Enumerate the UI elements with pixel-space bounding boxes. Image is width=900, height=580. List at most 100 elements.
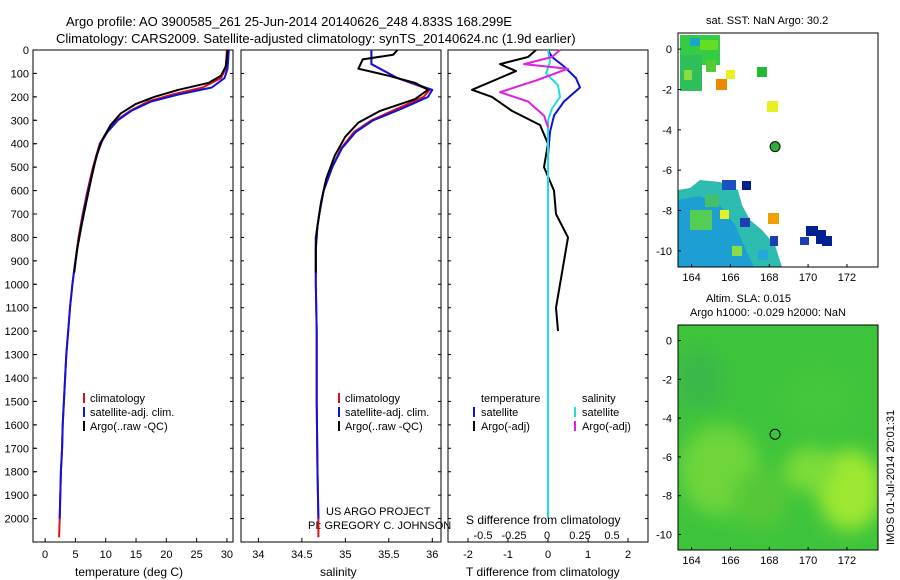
legend-label-climatology: climatology [345, 393, 401, 405]
x-tick-label: 2 [625, 549, 631, 561]
sst-patch [816, 230, 826, 244]
map-y-tick-label: -10 [656, 246, 672, 258]
sst-patch [720, 210, 729, 219]
legend-label-satadj: satellite-adj. clim. [90, 407, 174, 419]
top-tick-label: -0.25 [501, 530, 526, 542]
series-line-satellite-adj-clim- [314, 50, 434, 519]
map-x-tick-label: 172 [838, 555, 856, 567]
y-tick-label: 1500 [5, 396, 29, 408]
series-line-satellite-adj-clim- [58, 49, 230, 519]
top-tick-label: 0.25 [569, 530, 590, 542]
series-line-argo-raw-qc- [73, 49, 229, 273]
y-tick-label: 700 [11, 209, 29, 221]
legend-label-s-argo: Argo(-adj) [582, 421, 631, 433]
map-y-tick-label: -4 [662, 413, 672, 425]
map-x-tick-label: 164 [682, 272, 700, 284]
map-x-tick-label: 166 [721, 555, 739, 567]
x-tick-label: 25 [191, 549, 203, 561]
sla-patch [784, 448, 836, 492]
sst-patch [758, 250, 768, 260]
sst-map-title: sat. SST: NaN Argo: 30.2 [706, 15, 828, 27]
sla-map-title1: Altim. SLA: 0.015 [706, 293, 791, 305]
legend-label-temperature: temperature [481, 393, 540, 405]
credit-line1: US ARGO PROJECT [326, 506, 431, 518]
difference-chart: -2 -1 0 1 2 -0.5 -0.25 0 0.25 0.5 [448, 49, 648, 561]
x-tick-label: 34 [252, 549, 264, 561]
sst-map-frame [677, 32, 879, 268]
y-tick-label: 1100 [5, 303, 29, 315]
x-tick-label: 15 [130, 549, 142, 561]
temperature-chart: 0 5 10 15 20 25 30 [33, 49, 233, 561]
legend-label-salinity: salinity [582, 393, 616, 405]
x-tick-label: 34.5 [291, 549, 312, 561]
y-tick-label: 0 [23, 45, 29, 57]
y-tick-label: 900 [11, 256, 29, 268]
x-tick-label: 30 [221, 549, 233, 561]
series-line-argo-raw-qc- [314, 49, 429, 273]
sst-patch [690, 38, 700, 46]
y-tick-label: 800 [11, 232, 29, 244]
difference-legend: temperature satellite Argo(-adj) salinit… [473, 393, 631, 433]
series-line-temperature-argo-adj- [471, 49, 569, 332]
x-tick-label: 20 [160, 549, 172, 561]
sst-map-axes: 164 166 168 170 172 0 -2 -4 -6 -8 -10 [656, 44, 856, 284]
sla-map-axes: 164 166 168 170 172 0 -2 -4 -6 -8 -10 [656, 336, 856, 567]
sst-patch [800, 237, 809, 245]
top-tick-label: -0.5 [474, 530, 493, 542]
sst-patch [806, 226, 818, 236]
sla-argo-marker [769, 428, 781, 440]
header-line2: Climatology: CARS2009. Satellite-adjuste… [56, 31, 576, 46]
legend-label-argo: Argo(..raw -QC) [90, 421, 168, 433]
sla-map-field [678, 325, 878, 550]
salinity-legend: climatology satellite-adj. clim. Argo(..… [338, 393, 429, 433]
map-x-tick-label: 166 [721, 272, 739, 284]
sla-map-title2: Argo h1000: -0.029 h2000: NaN [690, 307, 846, 319]
x-tick-label: 5 [72, 549, 78, 561]
x-tick-label: 0 [545, 549, 551, 561]
sst-patch [742, 181, 751, 190]
y-tick-label: 400 [11, 139, 29, 151]
x-tick-label: 10 [100, 549, 112, 561]
x-tick-label: -1 [503, 549, 513, 561]
sla-patch [785, 370, 855, 430]
sst-patch [690, 210, 712, 230]
map-y-tick-label: 0 [666, 44, 672, 56]
legend-label-climatology: climatology [90, 393, 146, 405]
x-tick-label: 35.5 [378, 549, 399, 561]
y-tick-label: 1900 [5, 490, 29, 502]
legend-label-satadj: satellite-adj. clim. [345, 407, 429, 419]
temperature-xlabel: temperature (deg C) [75, 565, 183, 579]
series-line-salinity-argo-adj- [499, 49, 569, 128]
map-x-tick-label: 168 [760, 272, 778, 284]
y-tick-label: 1000 [5, 279, 29, 291]
y-tick-label: 1800 [5, 467, 29, 479]
x-tick-label: 35 [339, 549, 351, 561]
map-x-tick-label: 170 [799, 272, 817, 284]
credit-line2: PI: GREGORY C. JOHNSON [308, 520, 451, 532]
map-y-tick-label: 0 [666, 336, 672, 348]
sst-patch [705, 195, 719, 207]
y-tick-label: 1300 [5, 350, 29, 362]
legend-label-t-argo: Argo(-adj) [481, 421, 530, 433]
sst-argo-marker [769, 141, 781, 153]
sla-patch [732, 470, 788, 530]
sst-patch [732, 246, 742, 256]
x-tick-label: 36 [426, 549, 438, 561]
y-tick-label: 1200 [5, 326, 29, 338]
series-line-temperature-satellite [547, 49, 581, 519]
sst-patch [716, 79, 727, 90]
y-tick-label: 100 [11, 68, 29, 80]
map-y-tick-label: -8 [662, 491, 672, 503]
y-tick-label: 1400 [5, 373, 29, 385]
map-x-tick-label: 164 [682, 555, 700, 567]
sla-map-frame [677, 324, 879, 551]
sst-patch [770, 236, 778, 246]
temperature-legend: climatology satellite-adj. clim. Argo(..… [83, 393, 174, 433]
series-line-climatology [314, 50, 431, 538]
map-x-tick-label: 170 [799, 555, 817, 567]
map-x-tick-label: 172 [838, 272, 856, 284]
sst-patch [722, 180, 736, 190]
y-tick-label: 2000 [5, 514, 29, 526]
salinity-panel [240, 49, 442, 543]
